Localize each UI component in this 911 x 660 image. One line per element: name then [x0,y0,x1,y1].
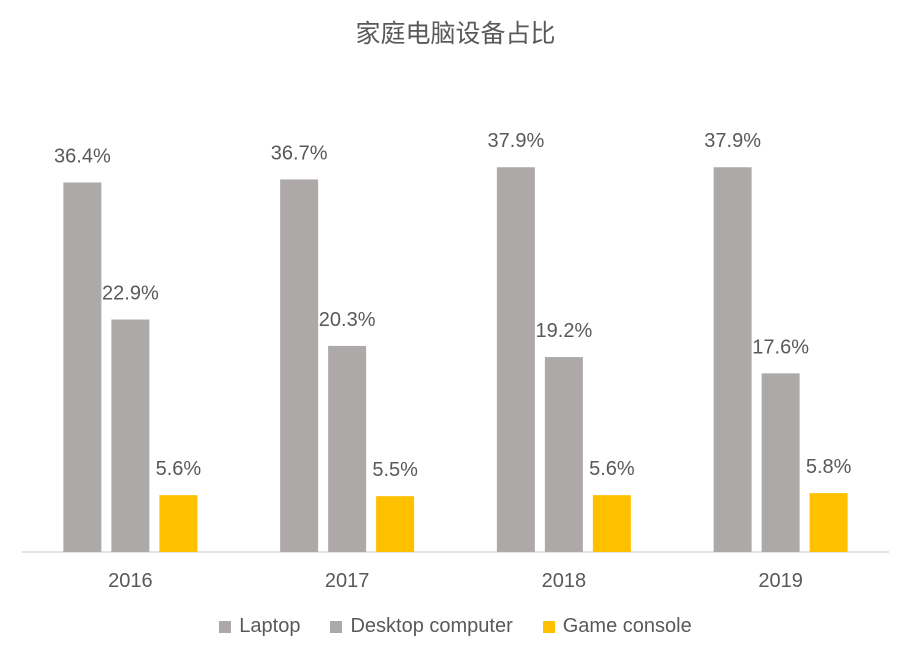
bar-desktop-computer-2017 [328,345,367,552]
bar-desktop-computer-2018 [544,357,583,552]
legend-label: Game console [562,615,692,637]
data-label: 19.2% [536,320,593,342]
bar-laptop-2016 [63,182,102,552]
data-label: 37.9% [488,130,545,152]
data-label: 20.3% [319,309,376,331]
data-label: 5.6% [156,458,202,480]
legend-item: Game console [542,615,692,638]
x-tick-label: 2018 [542,570,587,592]
chart-title: 家庭电脑设备占比 [355,19,556,48]
bar-laptop-2018 [496,167,535,552]
legend-swatch [542,620,555,633]
data-label: 36.4% [54,145,111,167]
bar-game-console-2019 [809,493,848,552]
bar-desktop-computer-2019 [761,373,800,552]
legend: Laptop Desktop computer Game console [0,615,911,638]
data-label: 37.9% [704,130,761,152]
data-label: 17.6% [752,336,809,358]
data-label: 5.6% [589,458,635,480]
bar-laptop-2017 [280,179,319,552]
plot-area: 36.4% 22.9% 5.6% 2016 36.7% 20.3% 5.5% 2017 37.9… [22,130,889,592]
x-tick-label: 2017 [325,570,370,592]
bar-laptop-2019 [713,167,752,552]
legend-swatch [330,620,343,633]
bar-desktop-computer-2016 [111,319,150,552]
x-tick-label: 2016 [108,570,153,592]
bar-game-console-2017 [376,496,415,552]
bar-game-console-2016 [159,495,198,552]
data-label: 5.5% [372,459,418,481]
legend-label: Laptop [239,615,301,637]
x-tick-label: 2019 [758,570,803,592]
legend-item: Laptop [219,615,300,638]
legend-label: Desktop computer [350,615,513,637]
legend-item: Desktop computer [330,615,513,638]
bar-game-console-2018 [592,495,631,552]
legend-swatch [219,620,232,633]
data-label: 22.9% [102,283,159,305]
data-label: 36.7% [271,142,328,164]
data-label: 5.8% [806,456,852,478]
